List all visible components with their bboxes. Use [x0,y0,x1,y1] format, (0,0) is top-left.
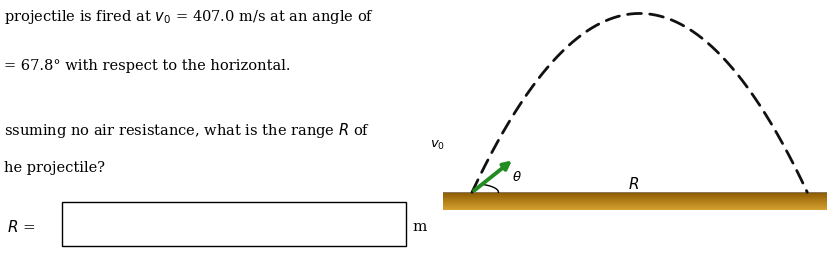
Text: $v_0$: $v_0$ [430,139,445,152]
Bar [442,196,827,197]
Text: $R$: $R$ [627,176,638,192]
Bar [442,204,827,205]
Bar [442,193,827,194]
Text: $R$ =: $R$ = [7,219,36,235]
Bar [442,193,827,194]
Bar [442,198,827,199]
Text: $\theta$: $\theta$ [511,170,521,184]
Bar [442,207,827,208]
Bar [442,196,827,197]
Text: he projectile?: he projectile? [4,161,105,175]
Bar [442,200,827,201]
Text: m: m [412,220,426,234]
Bar [442,198,827,199]
Bar [442,200,827,201]
Text: ssuming no air resistance, what is the range $R$ of: ssuming no air resistance, what is the r… [4,121,370,140]
Bar [442,207,827,208]
Bar [442,209,827,210]
Text: projectile is fired at $v_0$ = 407.0 m/s at an angle of: projectile is fired at $v_0$ = 407.0 m/s… [4,8,374,26]
Bar [442,205,827,206]
Bar [442,208,827,209]
Bar [442,203,827,204]
Bar [442,192,827,193]
Bar [442,201,827,202]
Bar [442,202,827,203]
Bar [442,205,827,206]
Bar [442,195,827,196]
Bar [442,199,827,200]
Bar [442,194,827,195]
Bar [442,203,827,204]
Bar [442,204,827,205]
Bar [442,197,827,198]
Bar [442,206,827,207]
Text: = 67.8° with respect to the horizontal.: = 67.8° with respect to the horizontal. [4,59,290,73]
FancyBboxPatch shape [62,202,405,246]
